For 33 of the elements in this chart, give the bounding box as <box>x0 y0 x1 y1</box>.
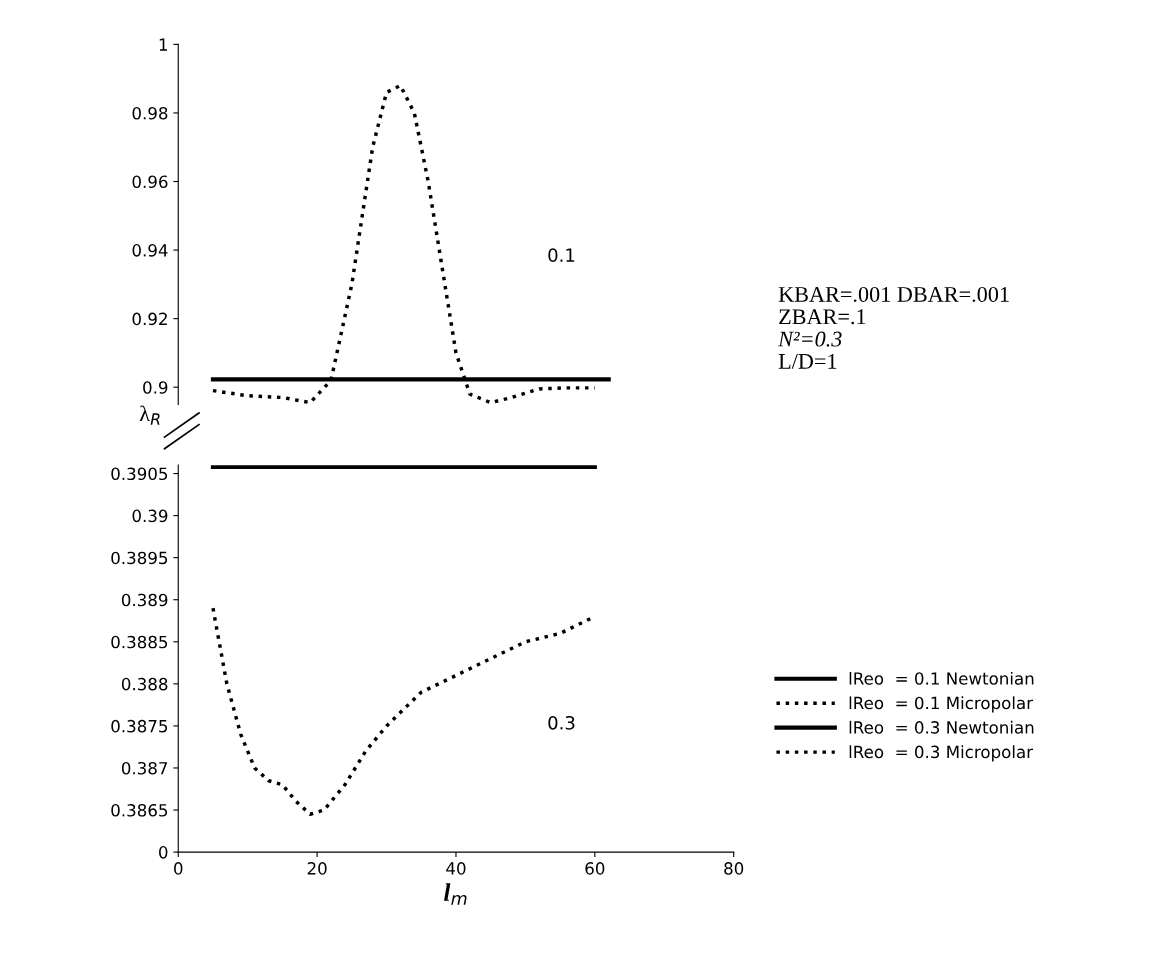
y-tick-label: 0.3875 <box>111 719 168 733</box>
text: KBAR=.001 DBAR=.001 <box>778 286 1009 303</box>
legend-label: lReo = 0.1 Newtonian <box>849 671 1034 685</box>
y-tick-label: 0.3885 <box>111 635 168 649</box>
x-tick-label: 80 <box>724 862 744 875</box>
x-tick-label: 40 <box>446 862 466 875</box>
x-tick-label: 60 <box>585 862 605 875</box>
annotation: 0.3 <box>548 715 575 730</box>
y-axis-title: λ$_{R}$ <box>139 405 160 425</box>
y-tick-label: 0.3905 <box>111 467 168 481</box>
y-tick-label: 0.9 <box>143 381 168 394</box>
y-tick-label: 0.39 <box>132 509 168 523</box>
text: lReo = 0.3 Newtonian <box>849 720 1034 734</box>
y-tick-label: 1 <box>159 38 167 51</box>
legend-label: lReo = 0.1 Micropolar <box>849 696 1034 713</box>
text: N²=0.3 <box>777 331 842 347</box>
x-tick-label: 0 <box>174 862 183 875</box>
text: lReo = 0.3 Micropolar <box>849 745 1034 762</box>
y-tick-label: 0.94 <box>132 244 168 257</box>
x-axis-title: l$_{m}$ <box>444 883 467 905</box>
y-tick-label: 0.96 <box>132 175 168 189</box>
text: ZBAR=.1 <box>779 309 866 325</box>
y-tick-label: 0.3895 <box>111 551 168 565</box>
y-tick-label: 0.92 <box>132 312 167 326</box>
annotation: 0.1 <box>548 248 575 262</box>
y-tick-label: 0.98 <box>132 106 168 120</box>
x-tick-label: 20 <box>307 862 327 875</box>
text: L/D=1 <box>778 353 837 369</box>
y-tick-label: 0.389 <box>121 593 168 607</box>
y-tick-label: 0.388 <box>121 677 168 691</box>
y-tick-label: 0 <box>159 846 168 859</box>
y-tick-label: 0.3865 <box>111 804 168 817</box>
y-tick-label: 0.387 <box>121 761 168 775</box>
